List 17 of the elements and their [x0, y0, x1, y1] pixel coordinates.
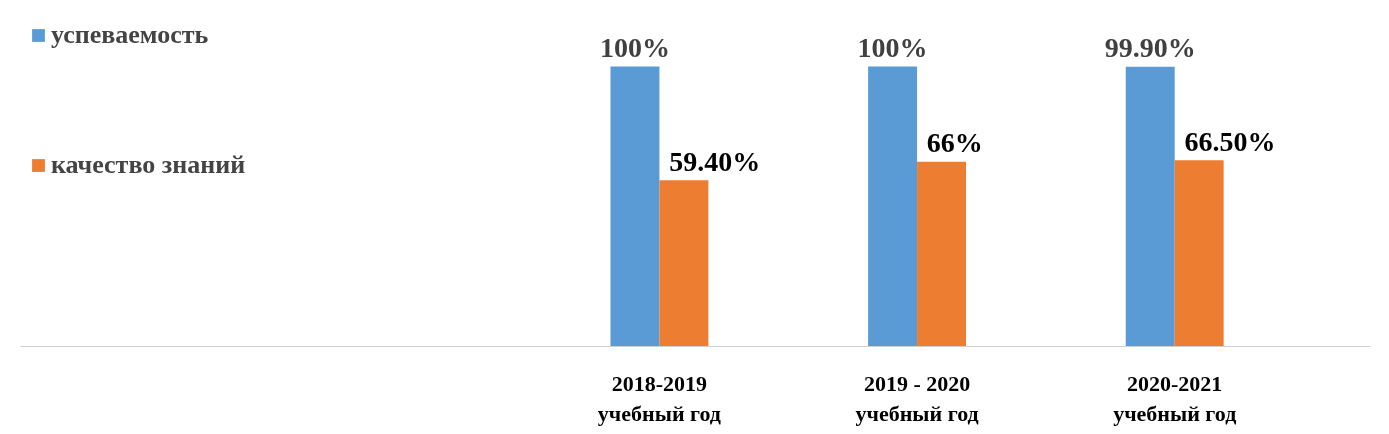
data-label: 59.40%	[669, 145, 761, 177]
data-label: 99.90%	[1104, 32, 1196, 64]
bar	[610, 66, 660, 347]
data-label: 100%	[599, 32, 670, 64]
x-tick-label: 2018-2019 учебный год	[597, 370, 721, 426]
legend-label: успеваемость	[51, 20, 210, 50]
x-tick-label: 2020-2021 учебный год	[1113, 370, 1237, 426]
bar	[1174, 160, 1224, 347]
bar	[659, 180, 709, 347]
data-label: 66%	[926, 127, 983, 159]
x-tick-label: 2019 - 2020 учебный год	[855, 370, 979, 426]
data-label: 100%	[857, 32, 928, 64]
data-label: 66.50%	[1184, 125, 1276, 157]
legend-label: качество знаний	[51, 150, 247, 180]
bar	[868, 66, 918, 347]
bar	[1125, 66, 1175, 347]
bar	[917, 161, 967, 347]
